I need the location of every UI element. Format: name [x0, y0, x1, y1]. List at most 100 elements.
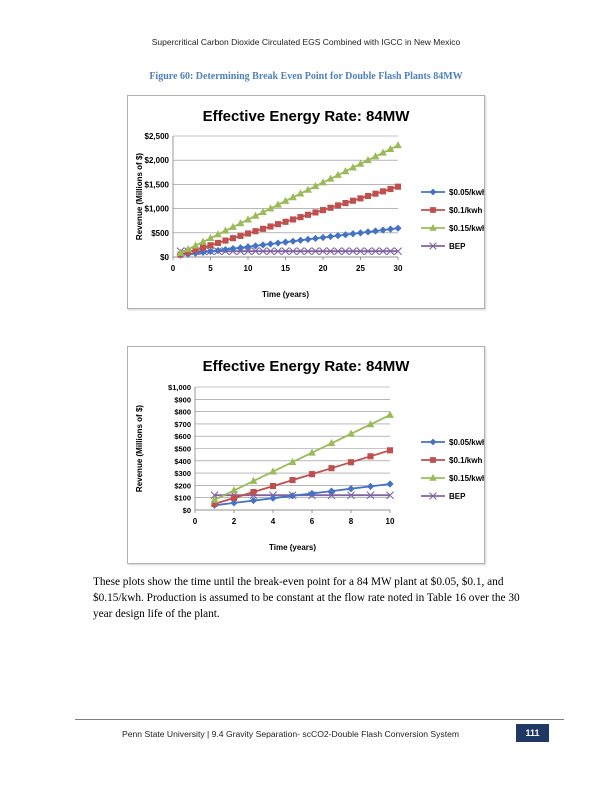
chart-1-data-point [379, 148, 387, 156]
chart-1-x-tick-label: 0 [171, 264, 176, 273]
chart-2-frame: Effective Energy Rate: 84MW $0 $100 $200 $30… [127, 346, 485, 564]
chart-1-data-point [304, 247, 312, 256]
chart-1-data-point [349, 230, 357, 238]
chart-2-series--0-15-kwh [210, 410, 394, 503]
chart-2-data-point [347, 491, 355, 500]
chart-2-series--0-1-kwh [211, 447, 394, 507]
figure-caption: Figure 60: Determining Break Even Point … [149, 71, 463, 82]
chart-2-data-point [210, 491, 219, 500]
chart-2-legend-marker [430, 457, 436, 463]
chart-1-data-point [289, 247, 297, 256]
chart-2-data-point [210, 495, 219, 503]
chart-1-data-point [281, 247, 290, 256]
page-number: 111 [516, 724, 549, 742]
chart-2-data-point [366, 420, 375, 428]
chart-2-data-point [367, 453, 374, 460]
footer-rule [75, 719, 564, 720]
chart-1-data-point [289, 193, 297, 201]
chart-1-data-point [229, 222, 237, 230]
chart-1-data-point [237, 232, 244, 239]
chart-1-data-point [312, 209, 319, 216]
chart-1-data-point [364, 228, 372, 236]
chart-1-data-point [304, 211, 312, 218]
chart-1-data-point [251, 242, 260, 250]
chart-1-data-point [364, 247, 372, 256]
chart-1-title: Effective Energy Rate: 84MW [203, 108, 411, 125]
chart-1-data-point [199, 244, 207, 251]
chart-1-x-tick-label: 15 [281, 264, 290, 273]
chart-1-y-tick-label: $1,000 [145, 205, 170, 214]
chart-2-x-tick-label: 2 [232, 517, 237, 526]
chart-2-legend-marker [429, 438, 437, 446]
chart-1-x-tick-label: 20 [319, 264, 328, 273]
chart-2-data-point [347, 485, 355, 493]
chart-1-data-point [341, 247, 350, 256]
chart-2-legend: $0.05/kwh $0.1/kwh $0.15/kwh BEP [421, 438, 484, 501]
chart-1-data-point [394, 224, 402, 232]
chart-1-data-point [379, 247, 387, 256]
chart-2-data-point [289, 477, 296, 484]
chart-2-data-point [308, 471, 316, 478]
chart-2-legend-label: BEP [449, 492, 466, 501]
chart-2-data-point [366, 491, 375, 500]
chart-1-legend-marker [429, 224, 437, 231]
chart-2-x-axis-label: Time (years) [269, 543, 316, 552]
chart-1-data-point [252, 228, 259, 235]
chart-1-data-point [372, 190, 379, 197]
chart-1-data-point [251, 247, 260, 256]
chart-2-x-tick-label: 6 [310, 517, 315, 526]
chart-1-data-point [341, 231, 350, 239]
chart-1-x-tick-label: 30 [394, 264, 403, 273]
chart-2-data-point [230, 486, 238, 494]
chart-2-y-tick-label: $200 [174, 481, 191, 490]
chart-1-data-point [387, 185, 394, 193]
chart-2-y-tick-label: $300 [174, 469, 191, 478]
chart-1-data-point [394, 183, 402, 190]
chart-2-data-point [347, 429, 355, 437]
chart-1-data-point [251, 211, 260, 219]
chart-1-data-point [244, 247, 252, 256]
chart-1-data-point [274, 247, 282, 256]
chart-1-data-point [274, 200, 282, 208]
chart-1-data-point [326, 232, 335, 241]
chart-2-data-point [269, 467, 277, 475]
chart-2-data-point [386, 491, 394, 500]
chart-2-data-point [308, 489, 316, 498]
chart-1-y-tick-label: $1,500 [145, 180, 170, 189]
chart-2-data-point [250, 488, 257, 496]
chart-2-data-point [308, 448, 316, 456]
chart-1-data-point [267, 223, 274, 230]
chart-1-data-point [319, 178, 327, 186]
chart-1-frame: Effective Energy Rate: 84MW $0 $500 $1,000 $… [127, 95, 485, 309]
chart-2-data-point [230, 494, 238, 502]
chart-2-y-tick-label: $0 [183, 506, 191, 515]
chart-1-data-point [371, 227, 380, 235]
chart-1-data-point [334, 247, 342, 256]
chart-1-legend: $0.05/kwh $0.1/kwh $0.15/kwh BEP [421, 188, 484, 251]
chart-2-data-point [327, 439, 336, 447]
chart-1-x-tick-label: 10 [244, 264, 253, 273]
chart-1-data-point [296, 189, 305, 197]
chart-1-data-point [184, 245, 192, 253]
chart-1-data-point [371, 152, 380, 160]
chart-2-y-tick-label: $100 [174, 494, 191, 503]
chart-1-data-point [311, 234, 320, 243]
chart-2-data-point [328, 465, 335, 472]
chart-2-y-tick-label: $700 [174, 420, 191, 429]
chart-1-data-point [221, 245, 230, 254]
chart-1-data-point [229, 245, 237, 253]
chart-2-x-tick-label: 0 [193, 517, 198, 526]
chart-1-data-point [356, 247, 365, 256]
chart-2-series-line [214, 483, 391, 507]
chart-1-data-point [221, 226, 230, 234]
chart-1-series--0-05-kwh [176, 224, 402, 259]
chart-1-data-point [214, 246, 222, 255]
chart-1-data-point [266, 240, 275, 248]
chart-2-y-tick-label: $500 [174, 445, 191, 454]
chart-2-legend-label: $0.05/kwh [449, 438, 484, 447]
chart-1-data-point [364, 192, 372, 200]
chart-1-data-point [199, 237, 207, 245]
chart-1-data-point [244, 243, 252, 251]
chart-1-data-point [311, 181, 320, 190]
chart-1-data-point [319, 207, 327, 214]
